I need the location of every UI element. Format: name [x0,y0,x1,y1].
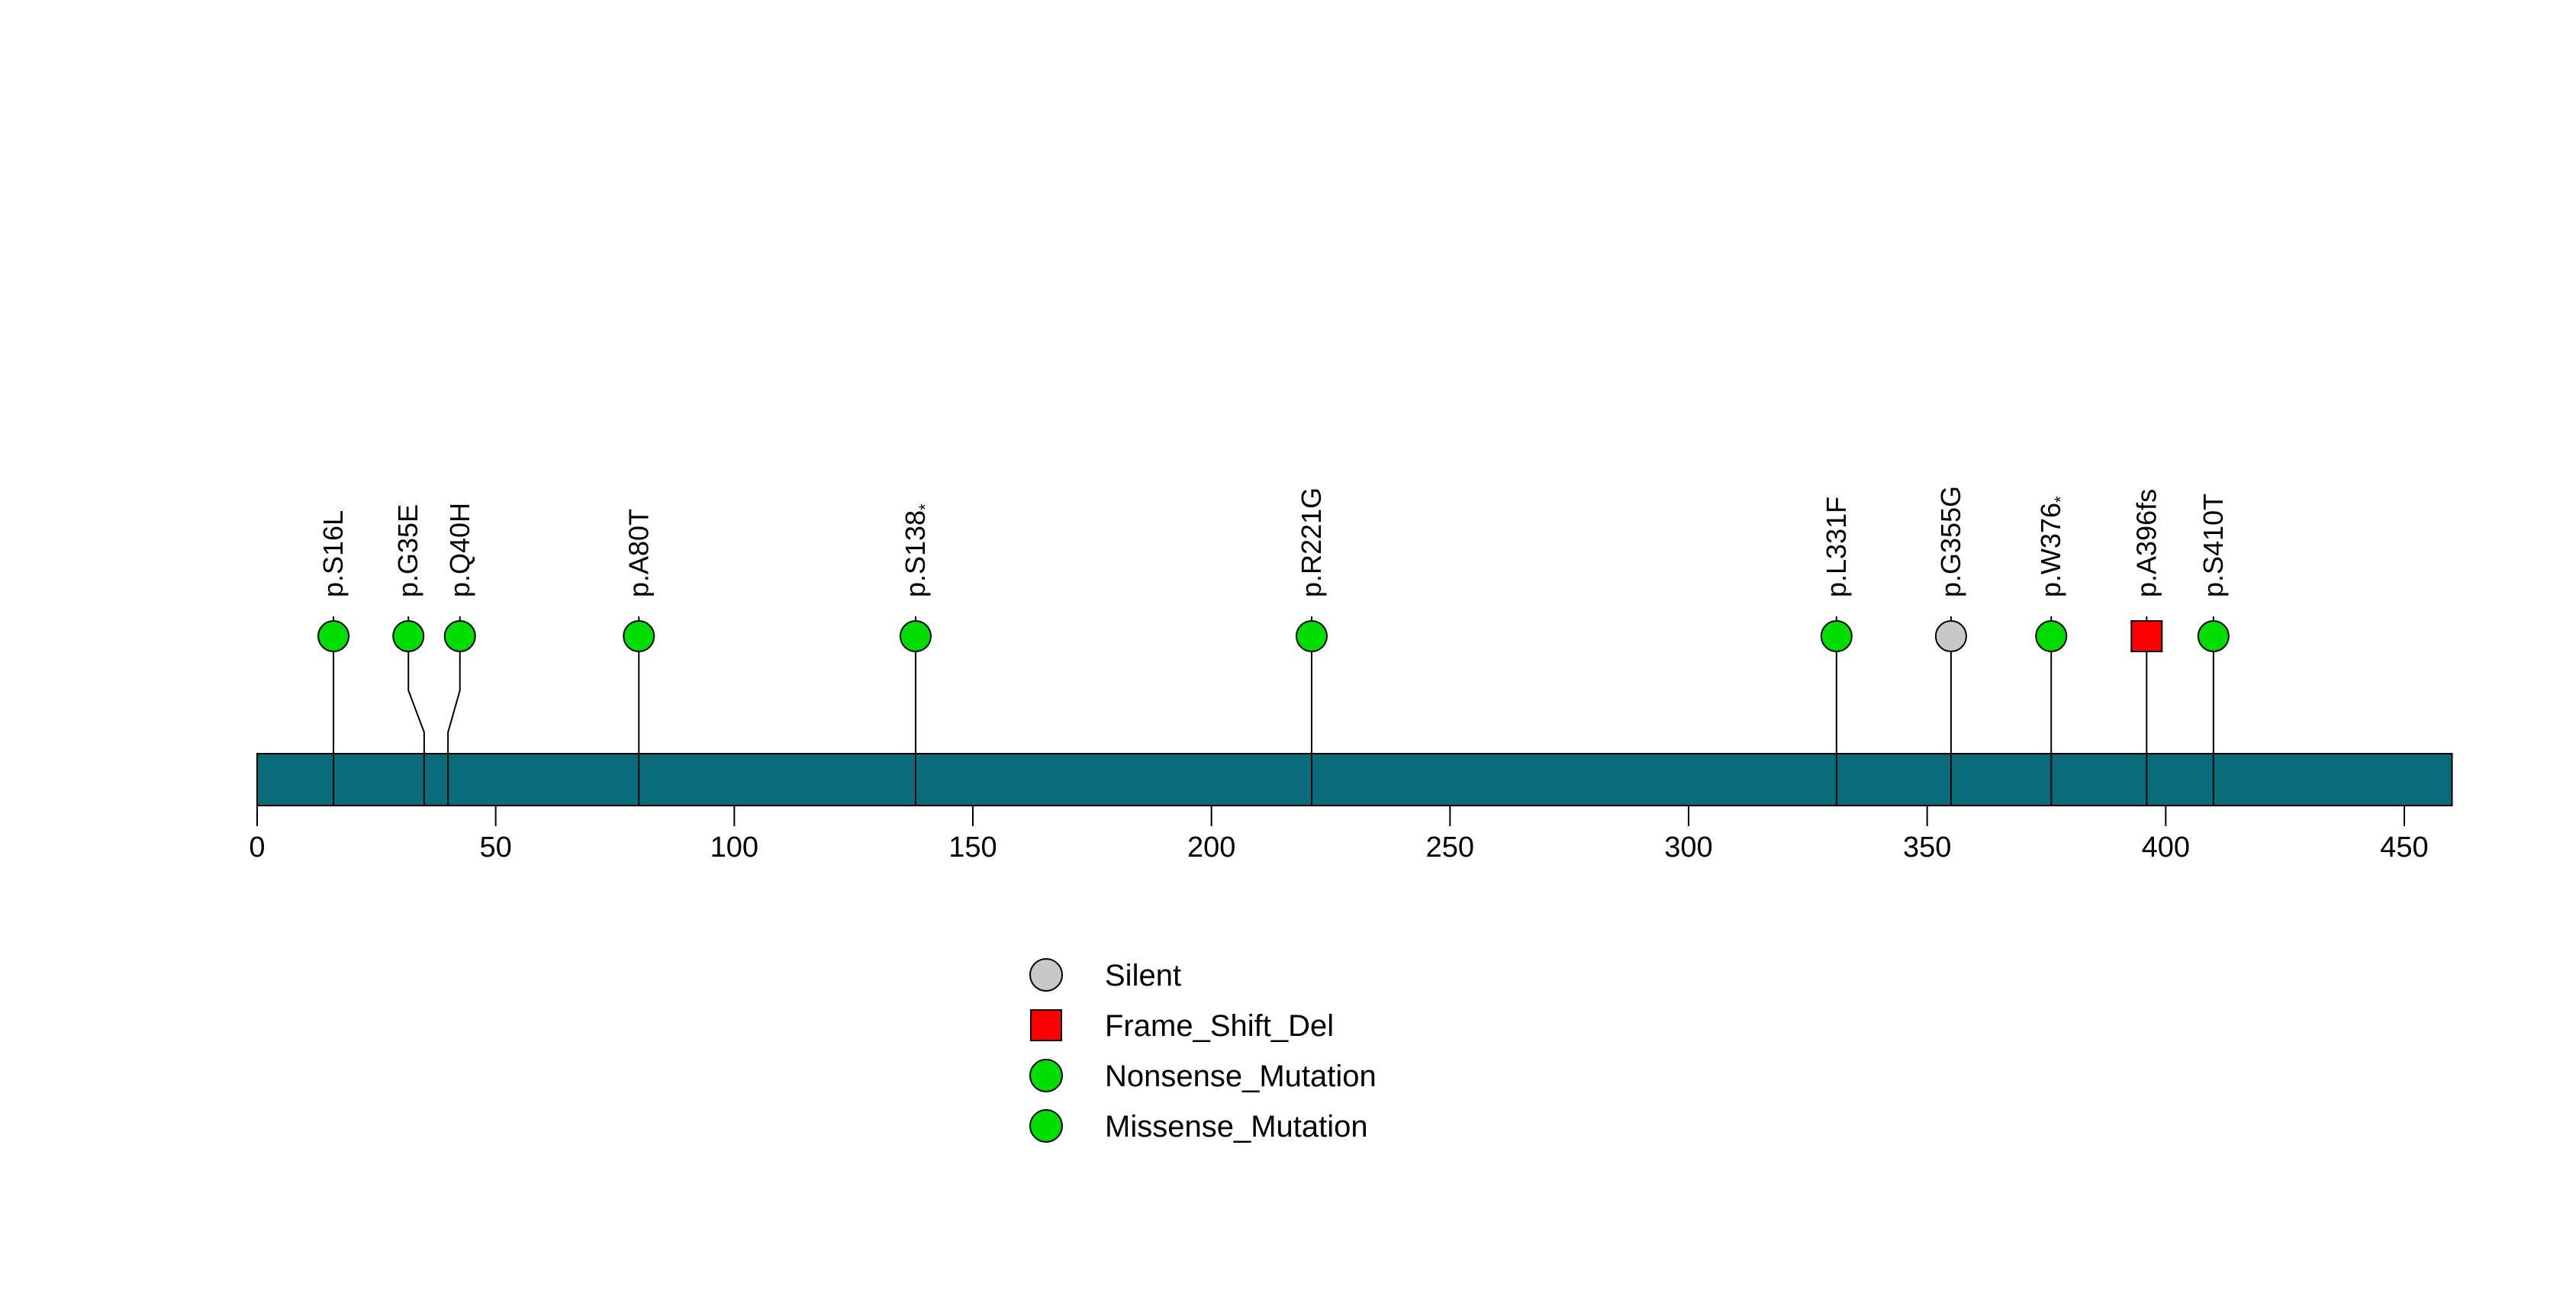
mutation-label: p.Q40H [444,503,475,597]
mutation-label: p.L331F [1821,497,1852,597]
legend-label: Frame_Shift_Del [1105,1009,1334,1043]
axis-tick-label: 400 [2142,831,2190,864]
mutation-marker-circle [443,620,476,652]
mutation-label: p.G35E [392,504,423,597]
mutation-marker-circle [1295,620,1328,652]
legend-label: Silent [1105,959,1181,992]
protein-bar [256,753,2453,806]
legend-label: Missense_Mutation [1105,1110,1368,1143]
legend-swatch-circle [1029,1059,1063,1092]
x-axis: 0 50 100 150 200 250 300 350 400 450 [249,806,2429,864]
mutation-label: p.W376* [2035,496,2070,597]
mutation-marker-circle [392,620,425,652]
axis-tick-label: 50 [480,831,512,864]
axis-tick-label: 450 [2380,831,2428,864]
legend-swatch-square [1030,1009,1062,1041]
axis-tick-label: 100 [710,831,758,864]
mutation-label: p.G355G [1935,486,1966,597]
mutation-label: p.S16L [317,510,349,597]
mutation-label: p.A396fs [2130,489,2162,597]
mutation-stem [447,616,461,806]
mutation-marker-circle [899,620,932,652]
mutation-marker-square [2130,620,2163,652]
legend-label: Nonsense_Mutation [1105,1060,1377,1093]
mutation-label: p.R221G [1296,487,1327,597]
mutation-label-star: * [916,503,935,510]
mutation-marker-circle [1820,620,1853,652]
axis-tick-label: 350 [1903,831,1951,864]
axis-tick-label: 300 [1664,831,1712,864]
legend-swatch-circle [1029,958,1063,992]
mutation-marker-circle [2197,620,2230,652]
axis-tick-label: 150 [948,831,997,864]
axis-tick-label: 250 [1426,831,1474,864]
markers-layer: p.S16L p.G35E p.Q40H p.A80T p.S138* p.R221G p.… [317,486,2230,652]
axis-tick-label: 200 [1187,831,1235,864]
mutation-label: p.A80T [623,509,654,597]
mutation-marker-circle [1934,620,1967,652]
legend: Silent Frame_Shift_Del Nonsense_Mutation Mi… [1029,958,1377,1143]
mutation-stem [407,616,425,806]
mutation-label-star: * [2051,496,2070,503]
mutation-marker-circle [317,620,350,652]
mutation-marker-circle [2035,620,2068,652]
axis-tick-label: 0 [249,831,265,864]
mutation-label: p.S138* [900,503,935,597]
mutation-marker-circle [623,620,655,652]
mutation-label: p.S410T [2198,494,2229,597]
legend-swatch-circle [1029,1109,1063,1143]
